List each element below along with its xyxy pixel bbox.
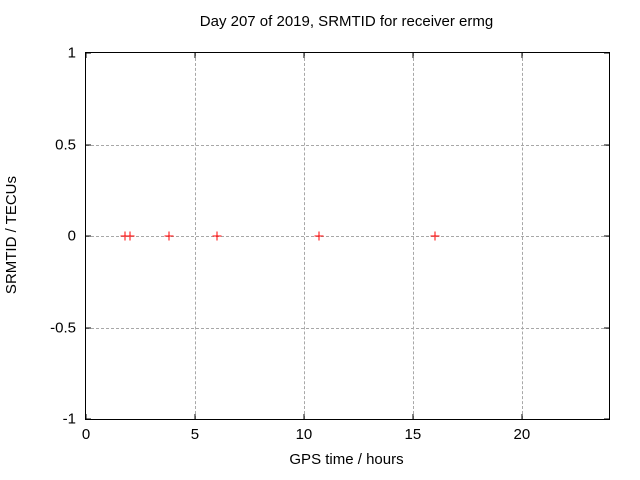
- data-point-marker: [125, 231, 135, 241]
- x-tick-label: 10: [295, 426, 313, 443]
- y-tick-mark: [604, 144, 609, 145]
- data-point-marker: [164, 231, 174, 241]
- y-tick-mark: [86, 418, 91, 420]
- x-tick-mark: [85, 414, 87, 419]
- x-axis-label: GPS time / hours: [289, 451, 404, 468]
- x-tick-mark: [412, 53, 414, 58]
- y-tick-label: -0.5: [50, 319, 76, 336]
- y-axis-label: SRMTID / TECUs: [2, 52, 20, 418]
- y-tick-mark: [604, 327, 609, 328]
- y-tick-mark: [86, 327, 91, 328]
- x-tick-mark: [303, 53, 305, 58]
- y-gridline: [86, 236, 609, 237]
- y-tick-label: 0: [67, 227, 76, 245]
- x-tick-mark: [303, 414, 305, 419]
- x-tick-mark: [194, 53, 196, 58]
- y-axis-label-text: SRMTID / TECUs: [2, 175, 20, 295]
- y-tick-mark: [604, 418, 609, 420]
- y-tick-mark: [604, 52, 609, 54]
- y-tick-label: 1: [67, 44, 76, 62]
- chart-title: Day 207 of 2019, SRMTID for receiver erm…: [199, 13, 494, 30]
- x-tick-label: 5: [190, 426, 200, 443]
- y-tick-mark: [86, 144, 91, 145]
- y-tick-mark: [86, 52, 91, 54]
- data-point-marker: [212, 231, 222, 241]
- x-tick-label: 0: [81, 426, 91, 443]
- x-tick-label: 15: [404, 426, 422, 443]
- plot-area: 0 5 10 15 20 -1 -0.5 0 0.5 1: [50, 45, 610, 443]
- y-tick-mark: [604, 235, 609, 237]
- x-tick-mark: [521, 414, 523, 419]
- x-tick-mark: [521, 53, 523, 58]
- x-tick-mark: [412, 414, 414, 419]
- data-point-marker: [314, 231, 324, 241]
- y-tick-label: -1: [62, 410, 76, 428]
- y-tick-label: 0.5: [55, 136, 76, 153]
- x-tick-mark: [194, 414, 196, 419]
- y-gridline: [86, 144, 609, 146]
- y-tick-mark: [86, 235, 91, 237]
- x-tick-label: 20: [513, 426, 531, 443]
- y-gridline: [86, 327, 609, 329]
- x-tick-mark: [85, 53, 87, 58]
- data-point-marker: [430, 231, 440, 241]
